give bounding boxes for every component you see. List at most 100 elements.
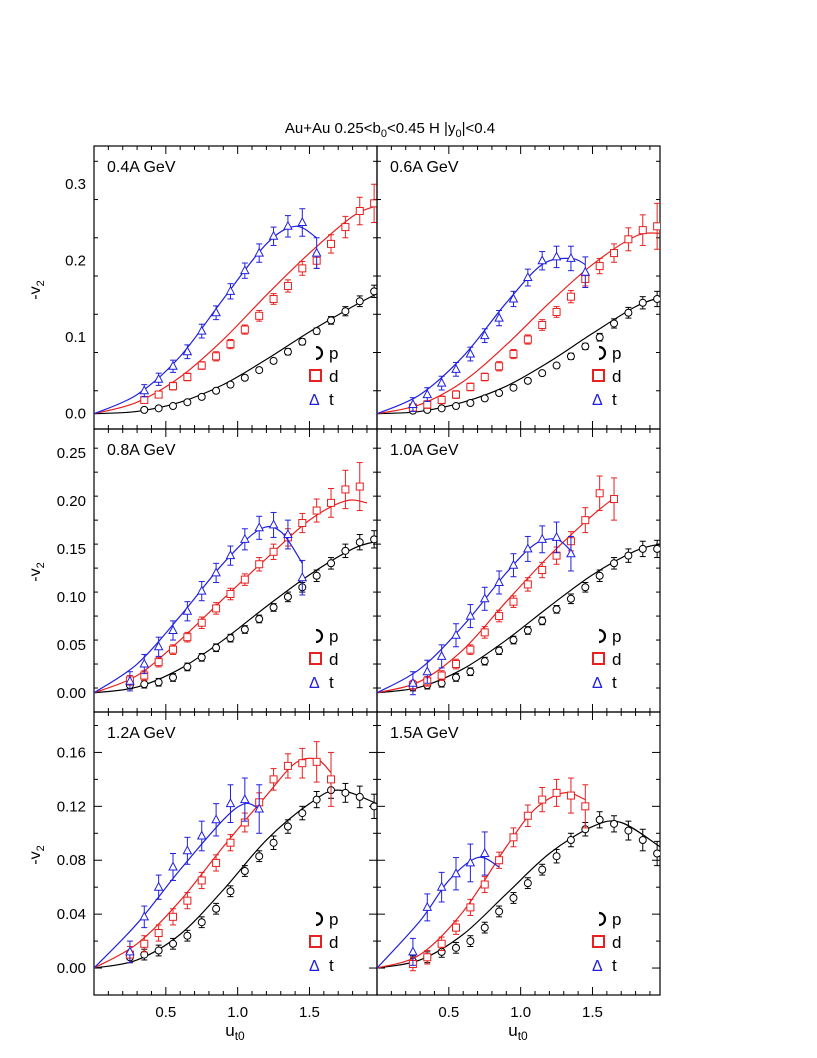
y-tick-label: 0.2 — [65, 253, 86, 270]
data-point-d — [466, 382, 475, 391]
data-point-d — [183, 896, 192, 905]
legend-label: t — [612, 956, 617, 975]
x-axis-label: ut0 — [508, 1021, 528, 1043]
data-point-p — [255, 614, 264, 623]
y-tick-label: 0.20 — [57, 493, 86, 510]
data-point-p — [341, 307, 350, 316]
data-point-d — [610, 249, 619, 258]
legend-marker-square — [592, 369, 605, 382]
data-point-d — [624, 235, 633, 244]
data-point-d — [197, 361, 206, 370]
data-point-t — [523, 271, 533, 282]
data-point-d — [212, 858, 221, 867]
fit-curve-d — [377, 792, 586, 969]
series-p — [94, 284, 377, 415]
data-point-p — [452, 673, 461, 682]
data-point-p — [327, 559, 336, 568]
data-point-p — [595, 333, 604, 342]
data-point-d — [327, 239, 336, 248]
legend-label: p — [329, 627, 338, 646]
data-point-t — [240, 265, 250, 275]
data-point-d — [298, 519, 307, 528]
data-point-p — [452, 943, 461, 952]
data-point-d — [283, 281, 292, 290]
data-point-t — [408, 946, 418, 956]
legend-item-d: d — [309, 650, 338, 669]
data-point-p — [523, 626, 532, 635]
series-t — [94, 511, 308, 694]
legend-marker-square — [309, 369, 322, 382]
y-tick-label: 0.3 — [65, 176, 86, 193]
data-point-p — [495, 646, 504, 655]
data-point-p — [240, 625, 249, 634]
legend-item-d: d — [592, 933, 621, 952]
data-point-d — [355, 207, 364, 216]
data-point-p — [269, 356, 278, 365]
data-point-d — [154, 658, 163, 667]
data-point-d — [437, 395, 446, 404]
data-point-t — [494, 312, 504, 322]
data-point-t — [283, 220, 293, 230]
legend-label: d — [329, 650, 338, 669]
legend-label: p — [329, 344, 338, 363]
x-tick-label: 1.0 — [227, 1004, 248, 1021]
data-point-t — [225, 285, 236, 295]
data-point-p — [298, 337, 307, 346]
legend-label: p — [612, 344, 621, 363]
y-axis-label: -v2 — [27, 280, 47, 299]
legend-marker-triangle: Δ — [309, 675, 320, 692]
data-point-t — [508, 559, 519, 569]
fit-curve-t — [377, 257, 586, 415]
data-point-p — [610, 819, 619, 828]
data-point-p — [653, 294, 660, 303]
legend-label: t — [329, 673, 334, 692]
data-point-d — [212, 604, 221, 613]
data-point-p — [197, 918, 206, 927]
y-tick-label: 0.08 — [57, 852, 86, 869]
data-point-p — [624, 826, 633, 835]
data-point-p — [341, 546, 350, 555]
data-point-p — [581, 583, 590, 592]
data-point-p — [183, 662, 192, 671]
legend-marker-square — [592, 935, 605, 948]
series-t — [377, 831, 500, 969]
data-point-p — [283, 592, 292, 601]
data-point-d — [212, 352, 221, 361]
data-point-p — [509, 383, 518, 392]
data-point-t — [297, 572, 308, 582]
data-point-d — [298, 759, 307, 768]
data-point-p — [466, 667, 475, 676]
data-point-d — [452, 923, 461, 932]
data-point-p — [581, 342, 590, 351]
data-point-d — [610, 495, 619, 504]
data-point-d — [154, 390, 163, 399]
panel-frame — [93, 145, 378, 430]
data-point-p — [653, 544, 660, 553]
legend-marker-triangle: Δ — [592, 958, 603, 975]
data-point-d — [581, 802, 590, 811]
panel-frame — [93, 711, 378, 996]
data-point-t — [551, 251, 562, 261]
data-point-t — [254, 803, 265, 813]
series-t — [377, 245, 591, 415]
data-point-p — [269, 838, 278, 847]
data-point-t — [211, 814, 221, 824]
legend-label: d — [612, 367, 621, 386]
data-point-p — [169, 673, 178, 682]
data-point-d — [140, 939, 149, 948]
plot-area — [94, 183, 377, 415]
legend-label: d — [329, 933, 338, 952]
legend-marker-circle — [598, 911, 607, 927]
data-point-t — [465, 348, 476, 358]
data-point-t — [182, 845, 193, 855]
data-point-d — [423, 400, 432, 409]
data-point-p — [595, 571, 604, 580]
data-point-d — [552, 788, 561, 797]
data-point-p — [538, 369, 547, 378]
y-tick-label: 0.00 — [57, 685, 86, 702]
data-point-d — [480, 628, 489, 637]
data-point-p — [595, 815, 604, 824]
